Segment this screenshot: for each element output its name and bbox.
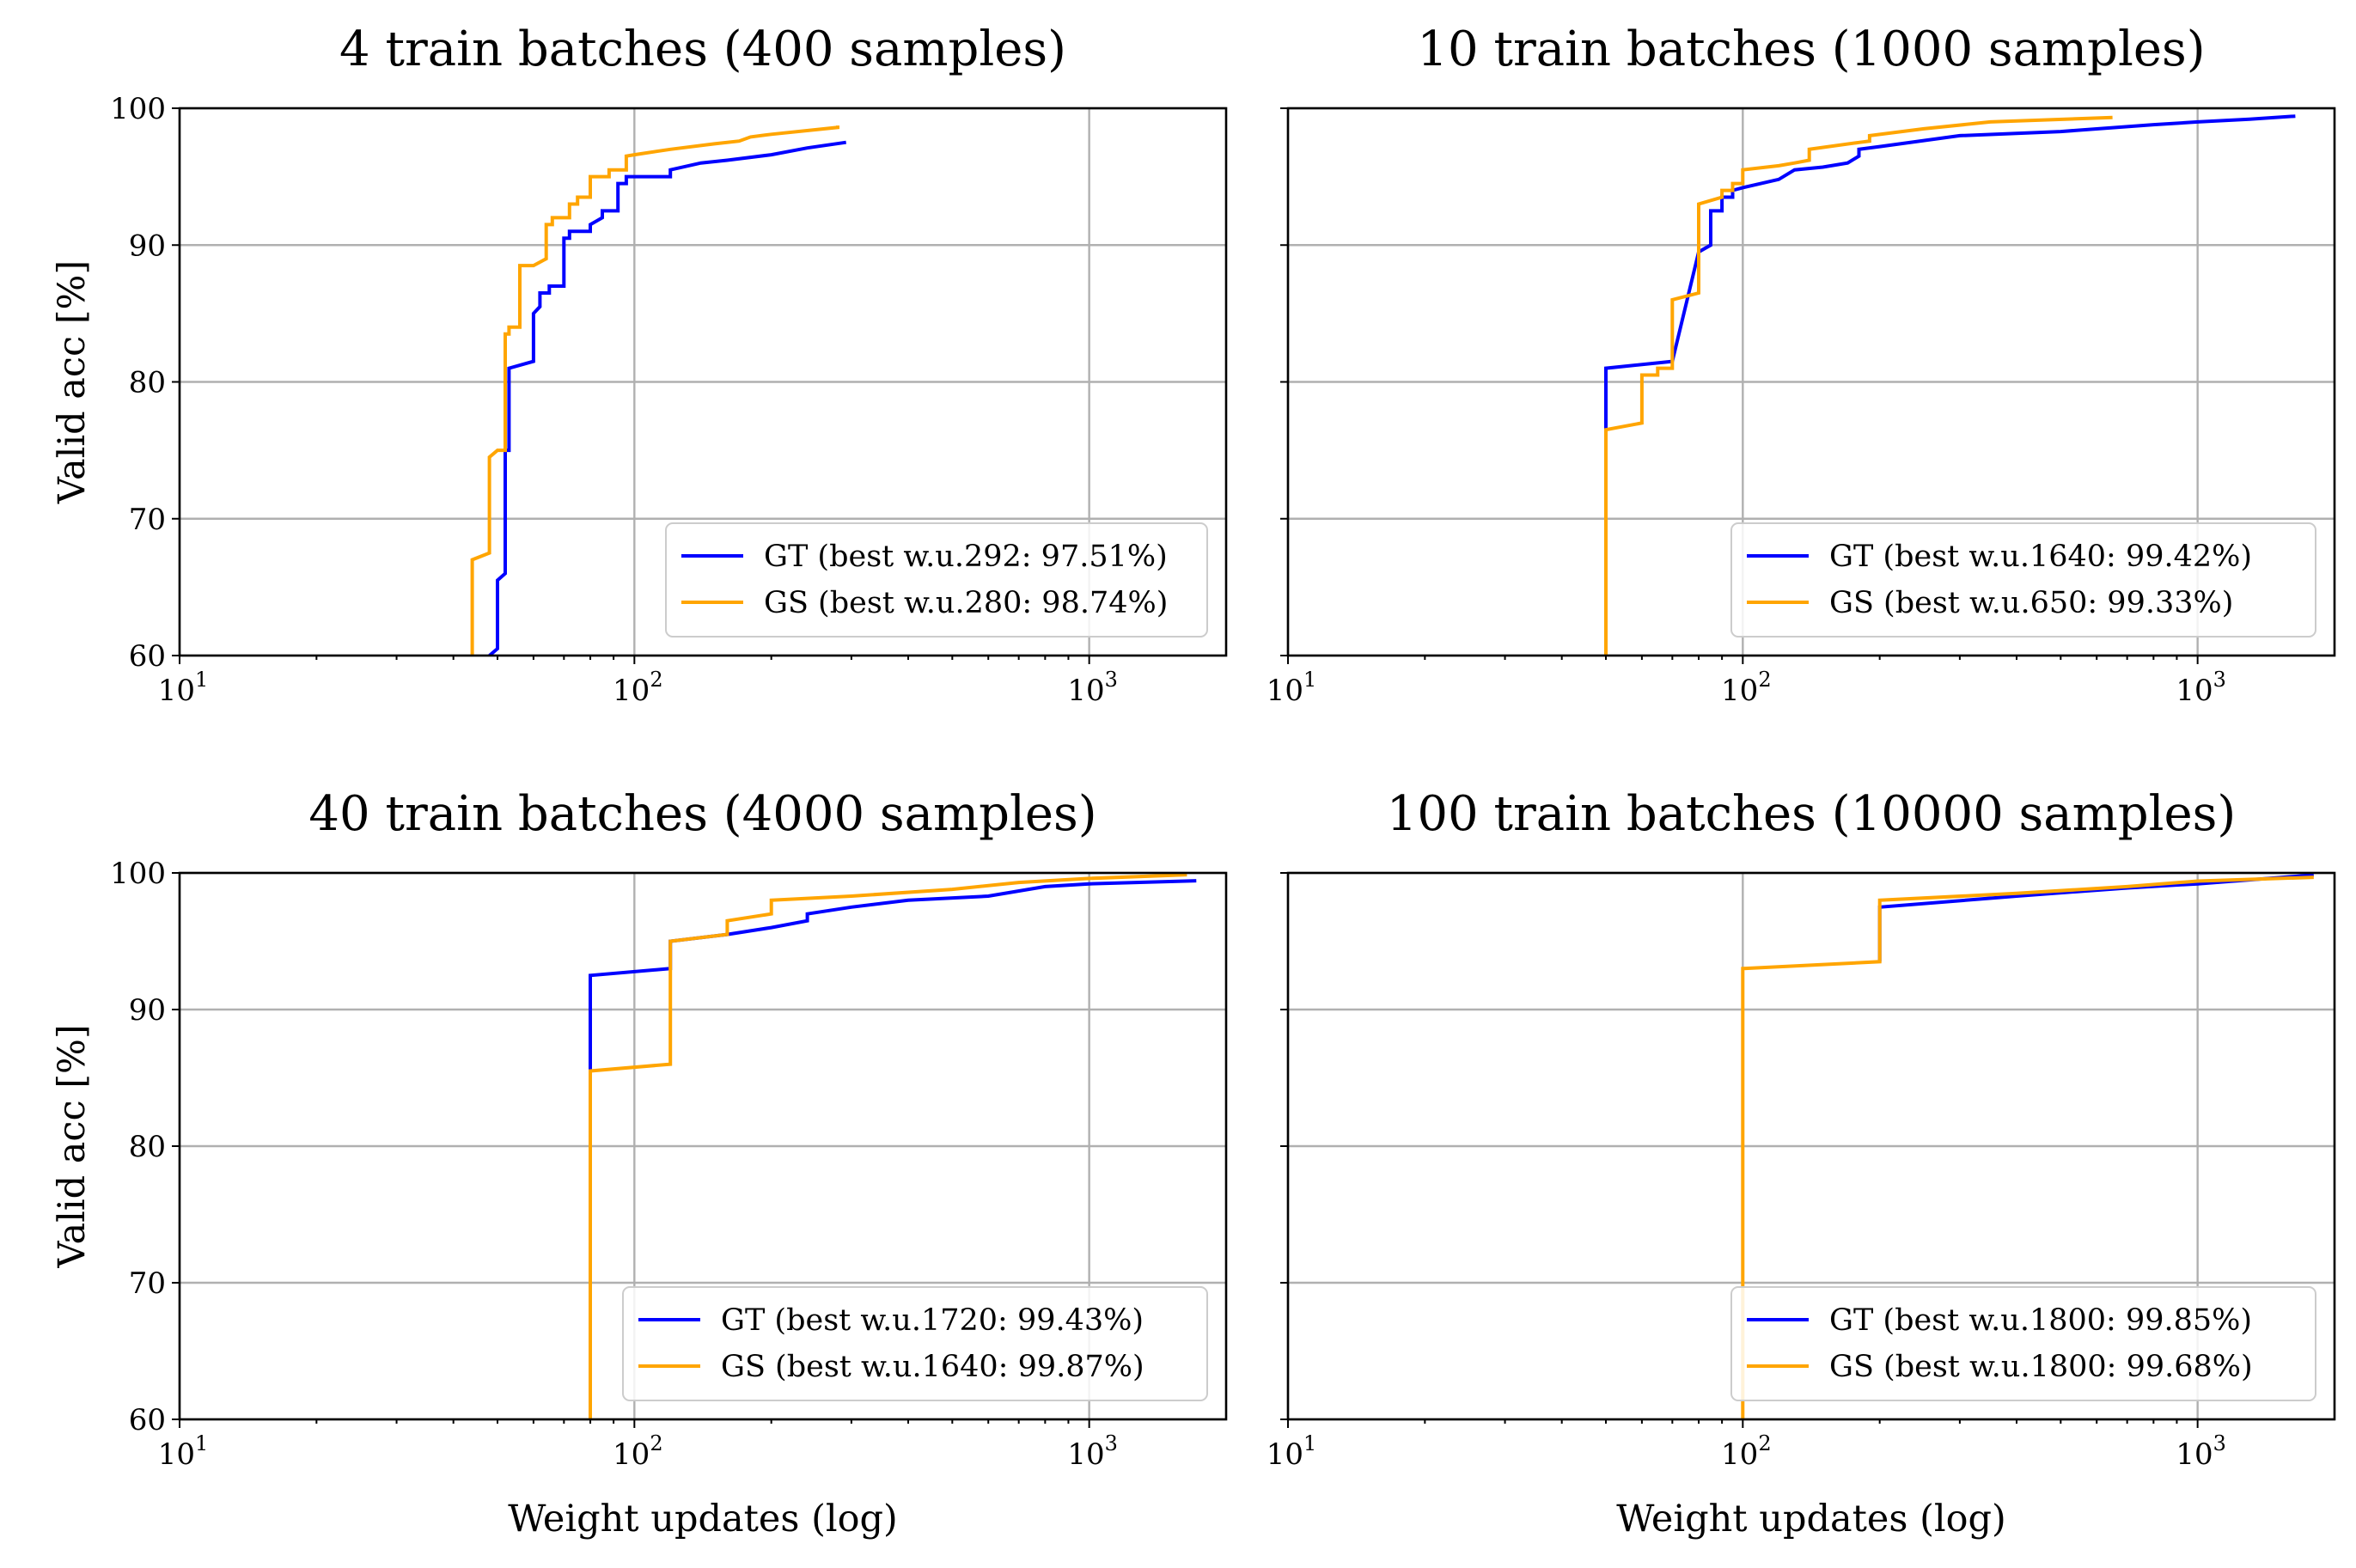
x-tick-base: 10 (1721, 674, 1758, 708)
y-tick-label: 70 (129, 1266, 166, 1301)
x-tick-label: 103 (1067, 668, 1118, 708)
y-axis-label: Valid acc [%] (51, 1024, 94, 1268)
x-tick-exponent: 1 (1303, 1431, 1316, 1455)
x-axis-label: Weight updates (log) (508, 1498, 898, 1541)
x-tick-label: 102 (613, 668, 663, 708)
plot-area (589, 873, 1197, 1419)
series-line-gt (1604, 114, 2296, 430)
x-tick-exponent: 2 (650, 1431, 662, 1455)
x-tick-base: 10 (1067, 1437, 1104, 1472)
y-tick-label: 100 (110, 92, 166, 126)
legend: GT (best w.u.1640: 99.42%) GS (best w.u.6… (1730, 522, 2316, 638)
x-tick-exponent: 1 (195, 668, 208, 692)
x-tick-label: 102 (613, 1431, 663, 1472)
legend-label-gs: GS (best w.u.1640: 99.87%) (721, 1350, 1144, 1384)
x-tick-exponent: 3 (1105, 1431, 1118, 1455)
plot-area (1741, 873, 2314, 1419)
x-tick-exponent: 2 (1758, 1431, 1771, 1455)
x-tick-exponent: 1 (1303, 668, 1316, 692)
y-tick-label: 80 (129, 1130, 166, 1164)
y-tick-label: 80 (129, 366, 166, 400)
legend-label-gs: GS (best w.u.650: 99.33%) (1829, 586, 2233, 620)
chart-title: 4 train batches (400 samples) (339, 21, 1066, 77)
x-tick-label: 102 (1721, 1431, 1772, 1472)
x-tick-label: 103 (2176, 1431, 2226, 1472)
x-tick-base: 10 (1721, 1437, 1758, 1472)
x-tick-label: 101 (158, 1431, 209, 1472)
x-tick-base: 10 (158, 674, 195, 708)
x-tick-base: 10 (2176, 1437, 2213, 1472)
x-tick-base: 10 (1267, 674, 1303, 708)
x-tick-base: 10 (1267, 1437, 1303, 1472)
y-tick-label: 70 (129, 503, 166, 537)
legend-frame (665, 522, 1208, 638)
x-tick-base: 10 (613, 1437, 650, 1472)
chart-title: 100 train batches (10000 samples) (1387, 786, 2236, 842)
x-tick-base: 10 (2176, 674, 2213, 708)
legend-label-gs: GS (best w.u.280: 98.74%) (764, 586, 1168, 620)
x-tick-base: 10 (613, 674, 650, 708)
series-line-gs (470, 125, 839, 656)
x-tick-exponent: 3 (2213, 1431, 2226, 1455)
chart-title: 40 train batches (4000 samples) (308, 786, 1096, 842)
series-line-gt (589, 879, 1197, 1071)
y-tick-label: 100 (110, 857, 166, 891)
legend-frame (622, 1286, 1208, 1401)
plot-area (1604, 114, 2296, 656)
x-tick-label: 101 (1267, 668, 1317, 708)
legend-label-gt: GT (best w.u.1800: 99.85%) (1829, 1303, 2252, 1338)
x-tick-exponent: 3 (1105, 668, 1118, 692)
y-axis-label: Valid acc [%] (51, 260, 94, 504)
legend-label-gt: GT (best w.u.1640: 99.42%) (1829, 540, 2252, 574)
legend-label-gs: GS (best w.u.1800: 99.68%) (1829, 1350, 2253, 1384)
x-tick-exponent: 2 (650, 668, 662, 692)
y-tick-label: 90 (129, 229, 166, 263)
legend: GT (best w.u.292: 97.51%) GS (best w.u.28… (665, 522, 1208, 638)
series-line-gs (1741, 876, 2314, 1419)
legend: GT (best w.u.1720: 99.43%) GS (best w.u.1… (622, 1286, 1208, 1401)
x-tick-exponent: 3 (2213, 668, 2226, 692)
y-tick-label: 60 (129, 639, 166, 674)
x-tick-label: 101 (158, 668, 209, 708)
legend-frame (1730, 1286, 2316, 1401)
x-tick-label: 103 (1067, 1431, 1118, 1472)
series-line-gs (589, 873, 1187, 1419)
chart-title: 10 train batches (1000 samples) (1417, 21, 2205, 77)
x-tick-exponent: 2 (1758, 668, 1771, 692)
legend-label-gt: GT (best w.u.1720: 99.43%) (721, 1303, 1144, 1338)
series-line-gs (1604, 115, 2113, 656)
legend: GT (best w.u.1800: 99.85%) GS (best w.u.1… (1730, 1286, 2316, 1401)
legend-label-gt: GT (best w.u.292: 97.51%) (764, 540, 1168, 574)
y-tick-label: 90 (129, 993, 166, 1028)
plot-area (470, 125, 846, 656)
y-tick-label: 60 (129, 1403, 166, 1437)
x-tick-label: 103 (2176, 668, 2226, 708)
x-tick-exponent: 1 (195, 1431, 208, 1455)
x-tick-base: 10 (1067, 674, 1104, 708)
x-tick-base: 10 (158, 1437, 195, 1472)
series-line-gt (488, 140, 846, 656)
x-tick-label: 102 (1721, 668, 1772, 708)
legend-frame (1730, 522, 2316, 638)
x-axis-label: Weight updates (log) (1616, 1498, 2006, 1541)
x-tick-label: 101 (1267, 1431, 1317, 1472)
